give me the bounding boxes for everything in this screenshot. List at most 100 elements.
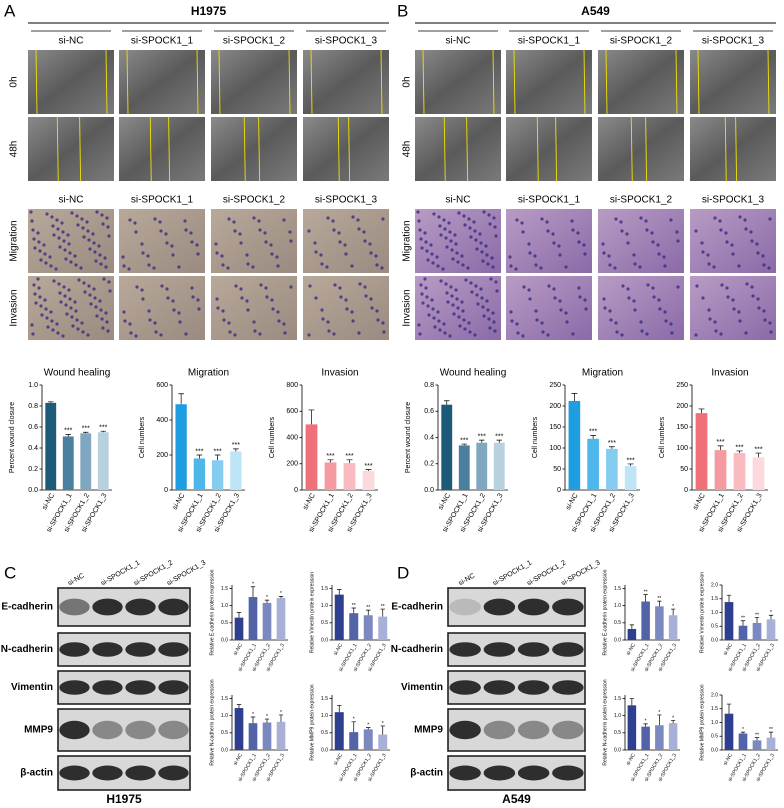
cell-stain <box>147 263 151 267</box>
cell-stain <box>283 331 287 335</box>
cell-stain <box>423 231 427 235</box>
blot-band <box>59 765 90 781</box>
y-axis-label: Cell numbers <box>269 416 276 458</box>
cell-stain <box>160 284 164 288</box>
bar <box>248 723 258 750</box>
cell-stain <box>93 296 97 300</box>
cell-stain <box>486 308 490 312</box>
y-axis-label: Relative Vimentin protein expression <box>699 572 705 653</box>
cell-stain <box>288 230 292 234</box>
cell-stain <box>462 214 466 218</box>
wound-edge <box>492 49 495 115</box>
wound-edge <box>513 49 516 115</box>
column-label: si-NC <box>59 195 84 206</box>
cell-stain <box>418 332 422 336</box>
cell-stain <box>656 243 660 247</box>
cell-stain <box>451 257 455 261</box>
cell-stain <box>61 230 65 234</box>
y-tick-label: 0.0 <box>321 747 328 753</box>
cell-stain <box>165 241 169 245</box>
cell-stain <box>141 297 145 301</box>
cell-stain <box>153 217 157 221</box>
cell-stain <box>435 255 439 259</box>
cell-stain <box>345 307 349 311</box>
wound-edge <box>243 116 246 182</box>
y-tick-label: 200 <box>286 461 298 468</box>
blot-band <box>59 598 90 616</box>
error-bar <box>214 454 221 461</box>
cell-stain <box>62 239 66 243</box>
blot-band <box>92 680 123 695</box>
cell-stain <box>94 305 98 309</box>
cell-stain <box>159 333 163 337</box>
bar <box>587 438 599 490</box>
cell-stain <box>527 288 531 292</box>
significance-mark: ** <box>755 612 759 618</box>
bar <box>334 594 344 640</box>
cell-stain <box>36 277 40 281</box>
cell-stain <box>67 288 71 292</box>
y-tick-label: 400 <box>156 417 168 424</box>
error-bar <box>337 704 342 713</box>
error-bar <box>726 703 732 714</box>
significance-mark: *** <box>716 439 724 446</box>
blot-band <box>92 720 123 740</box>
cell-stain <box>128 322 132 326</box>
error-bar <box>337 589 342 595</box>
cell-stain <box>650 231 654 235</box>
cell-stain <box>258 332 262 336</box>
bar-chart: 0.0 0.5 1.0 1.5 2.0 Relative Vimentin protein… <box>699 572 778 673</box>
cell-stain <box>768 217 772 221</box>
transwell-image <box>506 209 592 273</box>
significance-mark: *** <box>495 433 503 440</box>
cell-stain <box>438 328 442 332</box>
cell-stain <box>86 333 90 337</box>
protein-label: MMP9 <box>24 725 53 736</box>
cell-stain <box>357 227 361 231</box>
cell-stain <box>52 279 56 283</box>
panel-title: H1975 <box>191 4 227 18</box>
significance-mark: * <box>658 710 660 716</box>
error-bar <box>308 409 315 425</box>
chart-title: Wound healing <box>440 368 507 379</box>
wound-edge <box>348 116 351 182</box>
cell-stain <box>50 319 54 323</box>
cell-stain <box>56 331 60 335</box>
cell-stain <box>482 210 486 214</box>
blot-band <box>552 680 584 695</box>
cell-stain <box>547 284 551 288</box>
cell-stain <box>320 262 324 266</box>
blot-band <box>92 642 123 657</box>
cell-stain <box>461 309 465 313</box>
cell-stain <box>344 298 348 302</box>
scratch-image <box>28 117 114 181</box>
error-bar <box>264 718 270 723</box>
cell-stain <box>694 229 698 233</box>
chart-title: Invasion <box>321 368 358 379</box>
blot-band <box>125 720 156 740</box>
protein-label: MMP9 <box>414 725 443 736</box>
cell-stain <box>343 243 347 247</box>
cell-stain <box>344 252 348 256</box>
cell-stain <box>63 248 67 252</box>
error-bar <box>236 704 242 709</box>
significance-mark: *** <box>627 457 635 464</box>
y-tick-label: 2.0 <box>711 692 718 698</box>
blot-band <box>483 765 516 781</box>
cell-stain <box>651 240 655 244</box>
y-tick-label: 1.0 <box>221 713 228 719</box>
cell-stain <box>158 220 162 224</box>
cell-stain <box>233 333 237 337</box>
scratch-image <box>690 117 776 181</box>
wound-edge <box>218 49 221 115</box>
cell-stain <box>762 263 766 267</box>
lane-label: si-NC <box>458 573 477 588</box>
cell-stain <box>265 295 269 299</box>
wound-edge <box>56 116 59 182</box>
significance-mark: *** <box>99 425 107 432</box>
significance-mark: ** <box>352 603 356 609</box>
cell-stain <box>82 281 86 285</box>
cell-stain <box>619 220 623 224</box>
